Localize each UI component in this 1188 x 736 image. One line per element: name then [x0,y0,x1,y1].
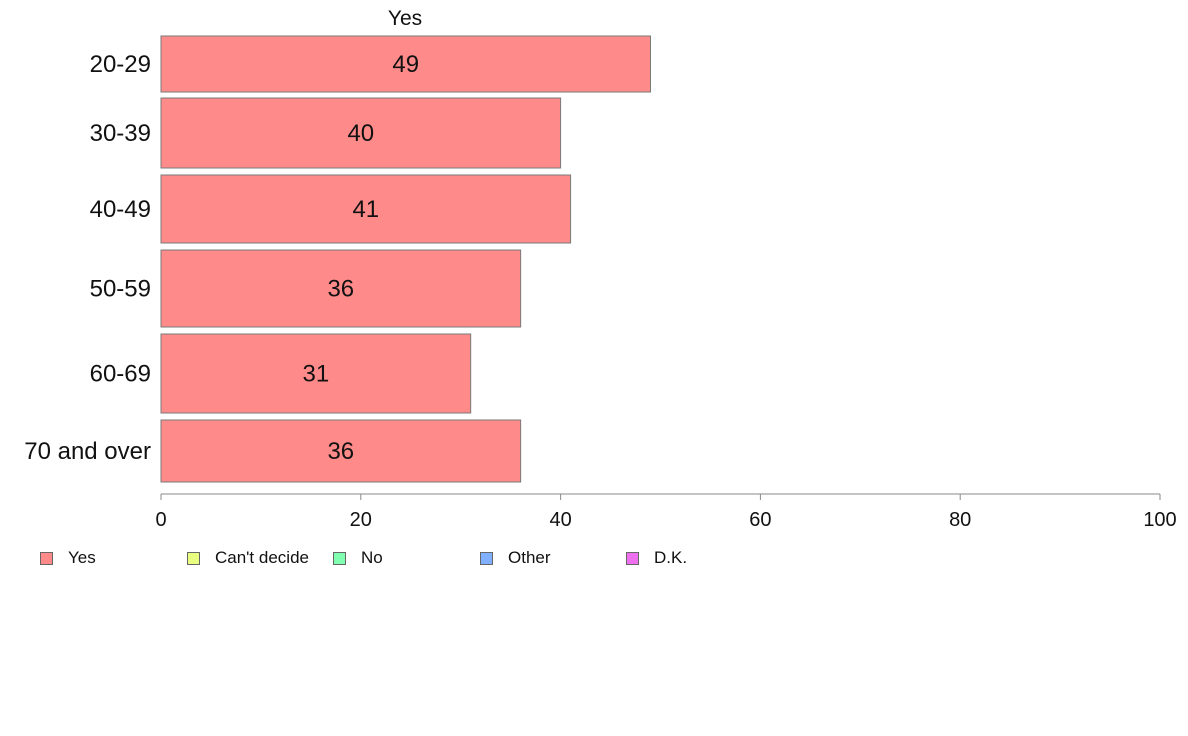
data-label: 36 [327,438,354,465]
category-label: 30-39 [90,120,151,147]
legend-swatch-no [333,551,346,565]
legend-label-other: Other [508,548,551,567]
category-label: 60-69 [90,361,151,388]
bar-40-49 [160,174,572,244]
legend: Yes Can't decide No Other D.K. [0,546,1188,570]
data-label: 40 [347,120,374,147]
bar-20-29 [160,35,652,93]
legend-swatch-dk [626,551,639,565]
legend-item-no: No [333,546,383,570]
bar-60-69 [160,333,472,414]
x-axis: 0 20 40 60 80 100 [155,493,1177,531]
legend-item-other: Other [480,546,551,570]
legend-swatch-other [480,551,493,565]
bar-30-39 [160,97,562,169]
bar-70-and-over [160,419,522,483]
bar-50-59 [160,249,522,328]
data-label: 49 [392,51,419,78]
category-label: 20-29 [90,51,151,78]
x-tick-label: 20 [350,509,372,531]
x-tick-label: 0 [155,509,166,531]
data-label: 41 [352,196,379,223]
legend-label-dk: D.K. [654,548,688,567]
category-label: 70 and over [24,438,151,465]
category-label: 40-49 [90,196,151,223]
bars-group: 20-29 49 30-39 40 40-49 41 50-59 36 60-69 31 70 an… [24,35,652,483]
data-label: 36 [327,276,354,303]
x-tick-label: 80 [949,509,971,531]
legend-label-yes: Yes [68,548,96,567]
legend-item-yes: Yes [40,546,96,570]
x-tick-label: 100 [1143,509,1176,531]
legend-label-cant-decide: Can't decide [215,548,309,567]
data-label: 31 [302,361,329,388]
series-title: Yes [388,7,422,30]
legend-label-no: No [361,548,383,567]
x-tick-label: 40 [549,509,571,531]
legend-swatch-cant-decide [187,551,200,565]
legend-swatch-yes [40,551,53,565]
category-label: 50-59 [90,276,151,303]
bar-chart: Yes 20-29 49 30-39 40 40-49 41 50-59 36 60-69 31 7… [24,7,1177,531]
legend-item-cant-decide: Can't decide [187,546,309,570]
legend-item-dk: D.K. [626,546,687,570]
x-tick-label: 60 [749,509,771,531]
